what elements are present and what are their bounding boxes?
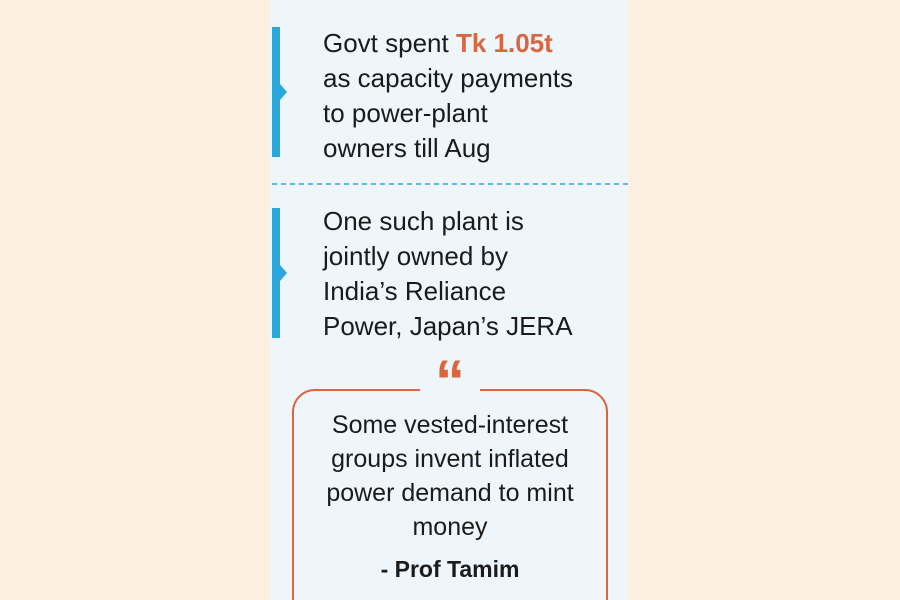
item-line: to power-plant (323, 98, 488, 128)
item-line: Power, Japan’s JERA (323, 311, 573, 341)
item-line: One such plant is (323, 206, 524, 236)
item-line: Govt spent Tk 1.05t (323, 26, 553, 60)
quote-line: Some vested-interest (331, 411, 569, 439)
item-line: as capacity payments (323, 63, 574, 93)
panel (270, 0, 628, 600)
quote-attribution: - Prof Tamim (380, 556, 520, 582)
item-line: owners till Aug (323, 133, 491, 163)
quote-line: power demand to mint (326, 479, 574, 507)
item-prefix: Govt spent (323, 28, 449, 58)
quote-mark: “ (420, 352, 480, 392)
quote-line: groups invent inflated (331, 445, 569, 473)
accent-notch (280, 84, 287, 100)
item-line: India’s Reliance (323, 276, 507, 306)
accent-bar (272, 208, 280, 338)
accent-notch (280, 265, 287, 281)
accent-bar (272, 27, 280, 157)
quote-line: money (412, 513, 488, 541)
highlight: Tk 1.05t (455, 28, 553, 58)
item-line: jointly owned by (323, 241, 508, 271)
